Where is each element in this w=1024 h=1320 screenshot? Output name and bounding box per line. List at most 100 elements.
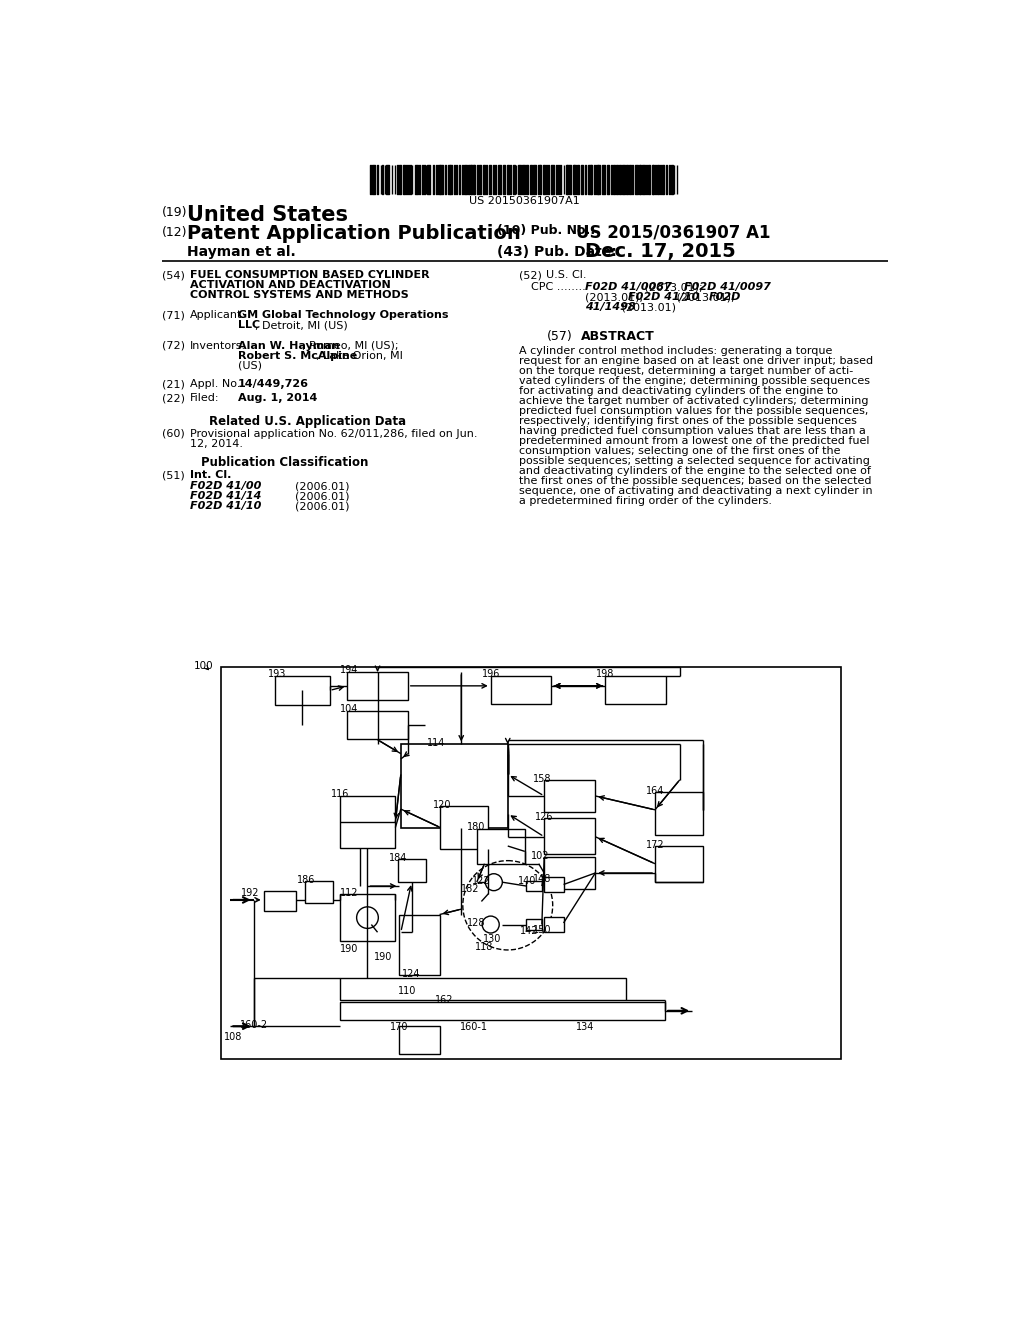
Text: 126: 126 — [535, 812, 553, 822]
Text: predetermined amount from a lowest one of the predicted fuel: predetermined amount from a lowest one o… — [518, 436, 869, 446]
Text: 184: 184 — [389, 853, 408, 863]
Text: 142: 142 — [520, 927, 539, 936]
Text: 116: 116 — [331, 789, 349, 799]
Text: 186: 186 — [297, 875, 315, 886]
Text: 198: 198 — [596, 669, 614, 678]
Text: Publication Classification: Publication Classification — [201, 457, 369, 470]
Text: (22): (22) — [162, 393, 185, 403]
Text: 196: 196 — [482, 669, 501, 678]
Text: 140: 140 — [518, 876, 537, 886]
Bar — [440, 807, 488, 849]
Text: Robert S. McAlpine: Robert S. McAlpine — [238, 351, 357, 360]
Text: (12): (12) — [162, 226, 187, 239]
Text: 180: 180 — [467, 822, 485, 832]
Bar — [399, 915, 439, 974]
Text: United States: United States — [187, 205, 348, 224]
Text: (2013.01);: (2013.01); — [641, 282, 707, 292]
Bar — [340, 894, 395, 941]
Text: the first ones of the possible sequences; based on the selected: the first ones of the possible sequences… — [518, 475, 871, 486]
Text: for activating and deactivating cylinders of the engine to: for activating and deactivating cylinder… — [518, 385, 838, 396]
Text: 12, 2014.: 12, 2014. — [190, 438, 243, 449]
Text: US 2015/0361907 A1: US 2015/0361907 A1 — [575, 224, 770, 242]
Text: ABSTRACT: ABSTRACT — [581, 330, 654, 343]
Bar — [544, 780, 595, 812]
Bar — [340, 978, 627, 1001]
Text: 118: 118 — [475, 942, 494, 952]
Text: CPC ........: CPC ........ — [531, 282, 586, 292]
Text: (43) Pub. Date:: (43) Pub. Date: — [497, 244, 616, 259]
Text: F02D 41/10: F02D 41/10 — [190, 502, 261, 511]
Text: predicted fuel consumption values for the possible sequences,: predicted fuel consumption values for th… — [518, 405, 868, 416]
Text: (10) Pub. No.:: (10) Pub. No.: — [497, 224, 604, 236]
Text: 150: 150 — [532, 924, 551, 935]
Bar — [490, 676, 551, 704]
Text: (2013.01);: (2013.01); — [586, 293, 647, 302]
Text: 122: 122 — [472, 876, 490, 886]
Bar — [340, 1002, 665, 1020]
Bar — [544, 857, 595, 890]
Text: 190: 190 — [340, 944, 358, 954]
Text: F02D 41/14: F02D 41/14 — [190, 491, 261, 502]
Text: U.S. Cl.: U.S. Cl. — [547, 271, 587, 280]
Text: 110: 110 — [397, 986, 416, 997]
Bar — [347, 711, 408, 739]
Text: on the torque request, determining a target number of acti-: on the torque request, determining a tar… — [518, 366, 853, 375]
Text: (51): (51) — [162, 470, 185, 480]
Text: 162: 162 — [435, 995, 454, 1006]
Text: (19): (19) — [162, 206, 187, 219]
Text: 41/1498: 41/1498 — [586, 302, 636, 313]
Text: F02D 41/0087: F02D 41/0087 — [586, 282, 672, 292]
Text: 108: 108 — [224, 1032, 243, 1043]
Text: LLC: LLC — [238, 321, 260, 330]
Text: (71): (71) — [162, 310, 185, 319]
Bar — [263, 891, 296, 911]
Text: (2013.01);: (2013.01); — [673, 293, 738, 302]
Bar — [655, 792, 703, 836]
Text: (57): (57) — [547, 330, 572, 343]
Text: (2013.01): (2013.01) — [617, 302, 676, 313]
Text: FUEL CONSUMPTION BASED CYLINDER: FUEL CONSUMPTION BASED CYLINDER — [190, 271, 430, 280]
Text: 120: 120 — [432, 800, 452, 809]
Text: 114: 114 — [427, 738, 445, 748]
Text: Alan W. Hayman: Alan W. Hayman — [238, 341, 340, 351]
Text: (21): (21) — [162, 379, 185, 389]
Text: consumption values; selecting one of the first ones of the: consumption values; selecting one of the… — [518, 446, 840, 455]
Text: 182: 182 — [461, 884, 480, 894]
Text: (2006.01): (2006.01) — [260, 491, 349, 502]
Text: having predicted fuel consumption values that are less than a: having predicted fuel consumption values… — [518, 425, 865, 436]
Text: Patent Application Publication: Patent Application Publication — [187, 224, 520, 243]
Text: 14/449,726: 14/449,726 — [238, 379, 309, 389]
Text: F02D 41/0097: F02D 41/0097 — [684, 282, 771, 292]
Text: 158: 158 — [532, 774, 551, 784]
Text: F02D: F02D — [710, 293, 741, 302]
Text: (72): (72) — [162, 341, 185, 351]
Text: request for an engine based on at least one driver input; based: request for an engine based on at least … — [518, 355, 872, 366]
Text: sequence, one of activating and deactivating a next cylinder in: sequence, one of activating and deactiva… — [518, 486, 872, 495]
Text: (2006.01): (2006.01) — [260, 502, 349, 511]
Bar — [397, 859, 426, 882]
Text: Filed:: Filed: — [190, 393, 219, 403]
Text: (52): (52) — [518, 271, 542, 280]
Bar — [477, 829, 524, 863]
Text: 190: 190 — [375, 952, 393, 961]
Bar — [544, 876, 563, 892]
Bar — [655, 846, 703, 882]
Text: 172: 172 — [646, 840, 665, 850]
Text: and deactivating cylinders of the engine to the selected one of: and deactivating cylinders of the engine… — [518, 466, 870, 475]
Text: respectively; identifying first ones of the possible sequences: respectively; identifying first ones of … — [518, 416, 856, 425]
Text: 148: 148 — [532, 874, 551, 883]
Text: 134: 134 — [575, 1022, 594, 1031]
Text: possible sequences; setting a selected sequence for activating: possible sequences; setting a selected s… — [518, 455, 869, 466]
Bar — [305, 882, 333, 903]
Bar — [340, 796, 395, 849]
Text: 194: 194 — [340, 665, 358, 675]
Text: 124: 124 — [402, 969, 421, 979]
Text: Dec. 17, 2015: Dec. 17, 2015 — [586, 242, 736, 260]
Text: F02D 41/00: F02D 41/00 — [190, 480, 261, 491]
Text: Inventors:: Inventors: — [190, 341, 246, 351]
Text: 170: 170 — [390, 1022, 409, 1031]
Text: Aug. 1, 2014: Aug. 1, 2014 — [238, 393, 317, 403]
Text: 104: 104 — [340, 705, 358, 714]
Bar — [399, 1026, 439, 1053]
Text: , Detroit, MI (US): , Detroit, MI (US) — [255, 321, 348, 330]
